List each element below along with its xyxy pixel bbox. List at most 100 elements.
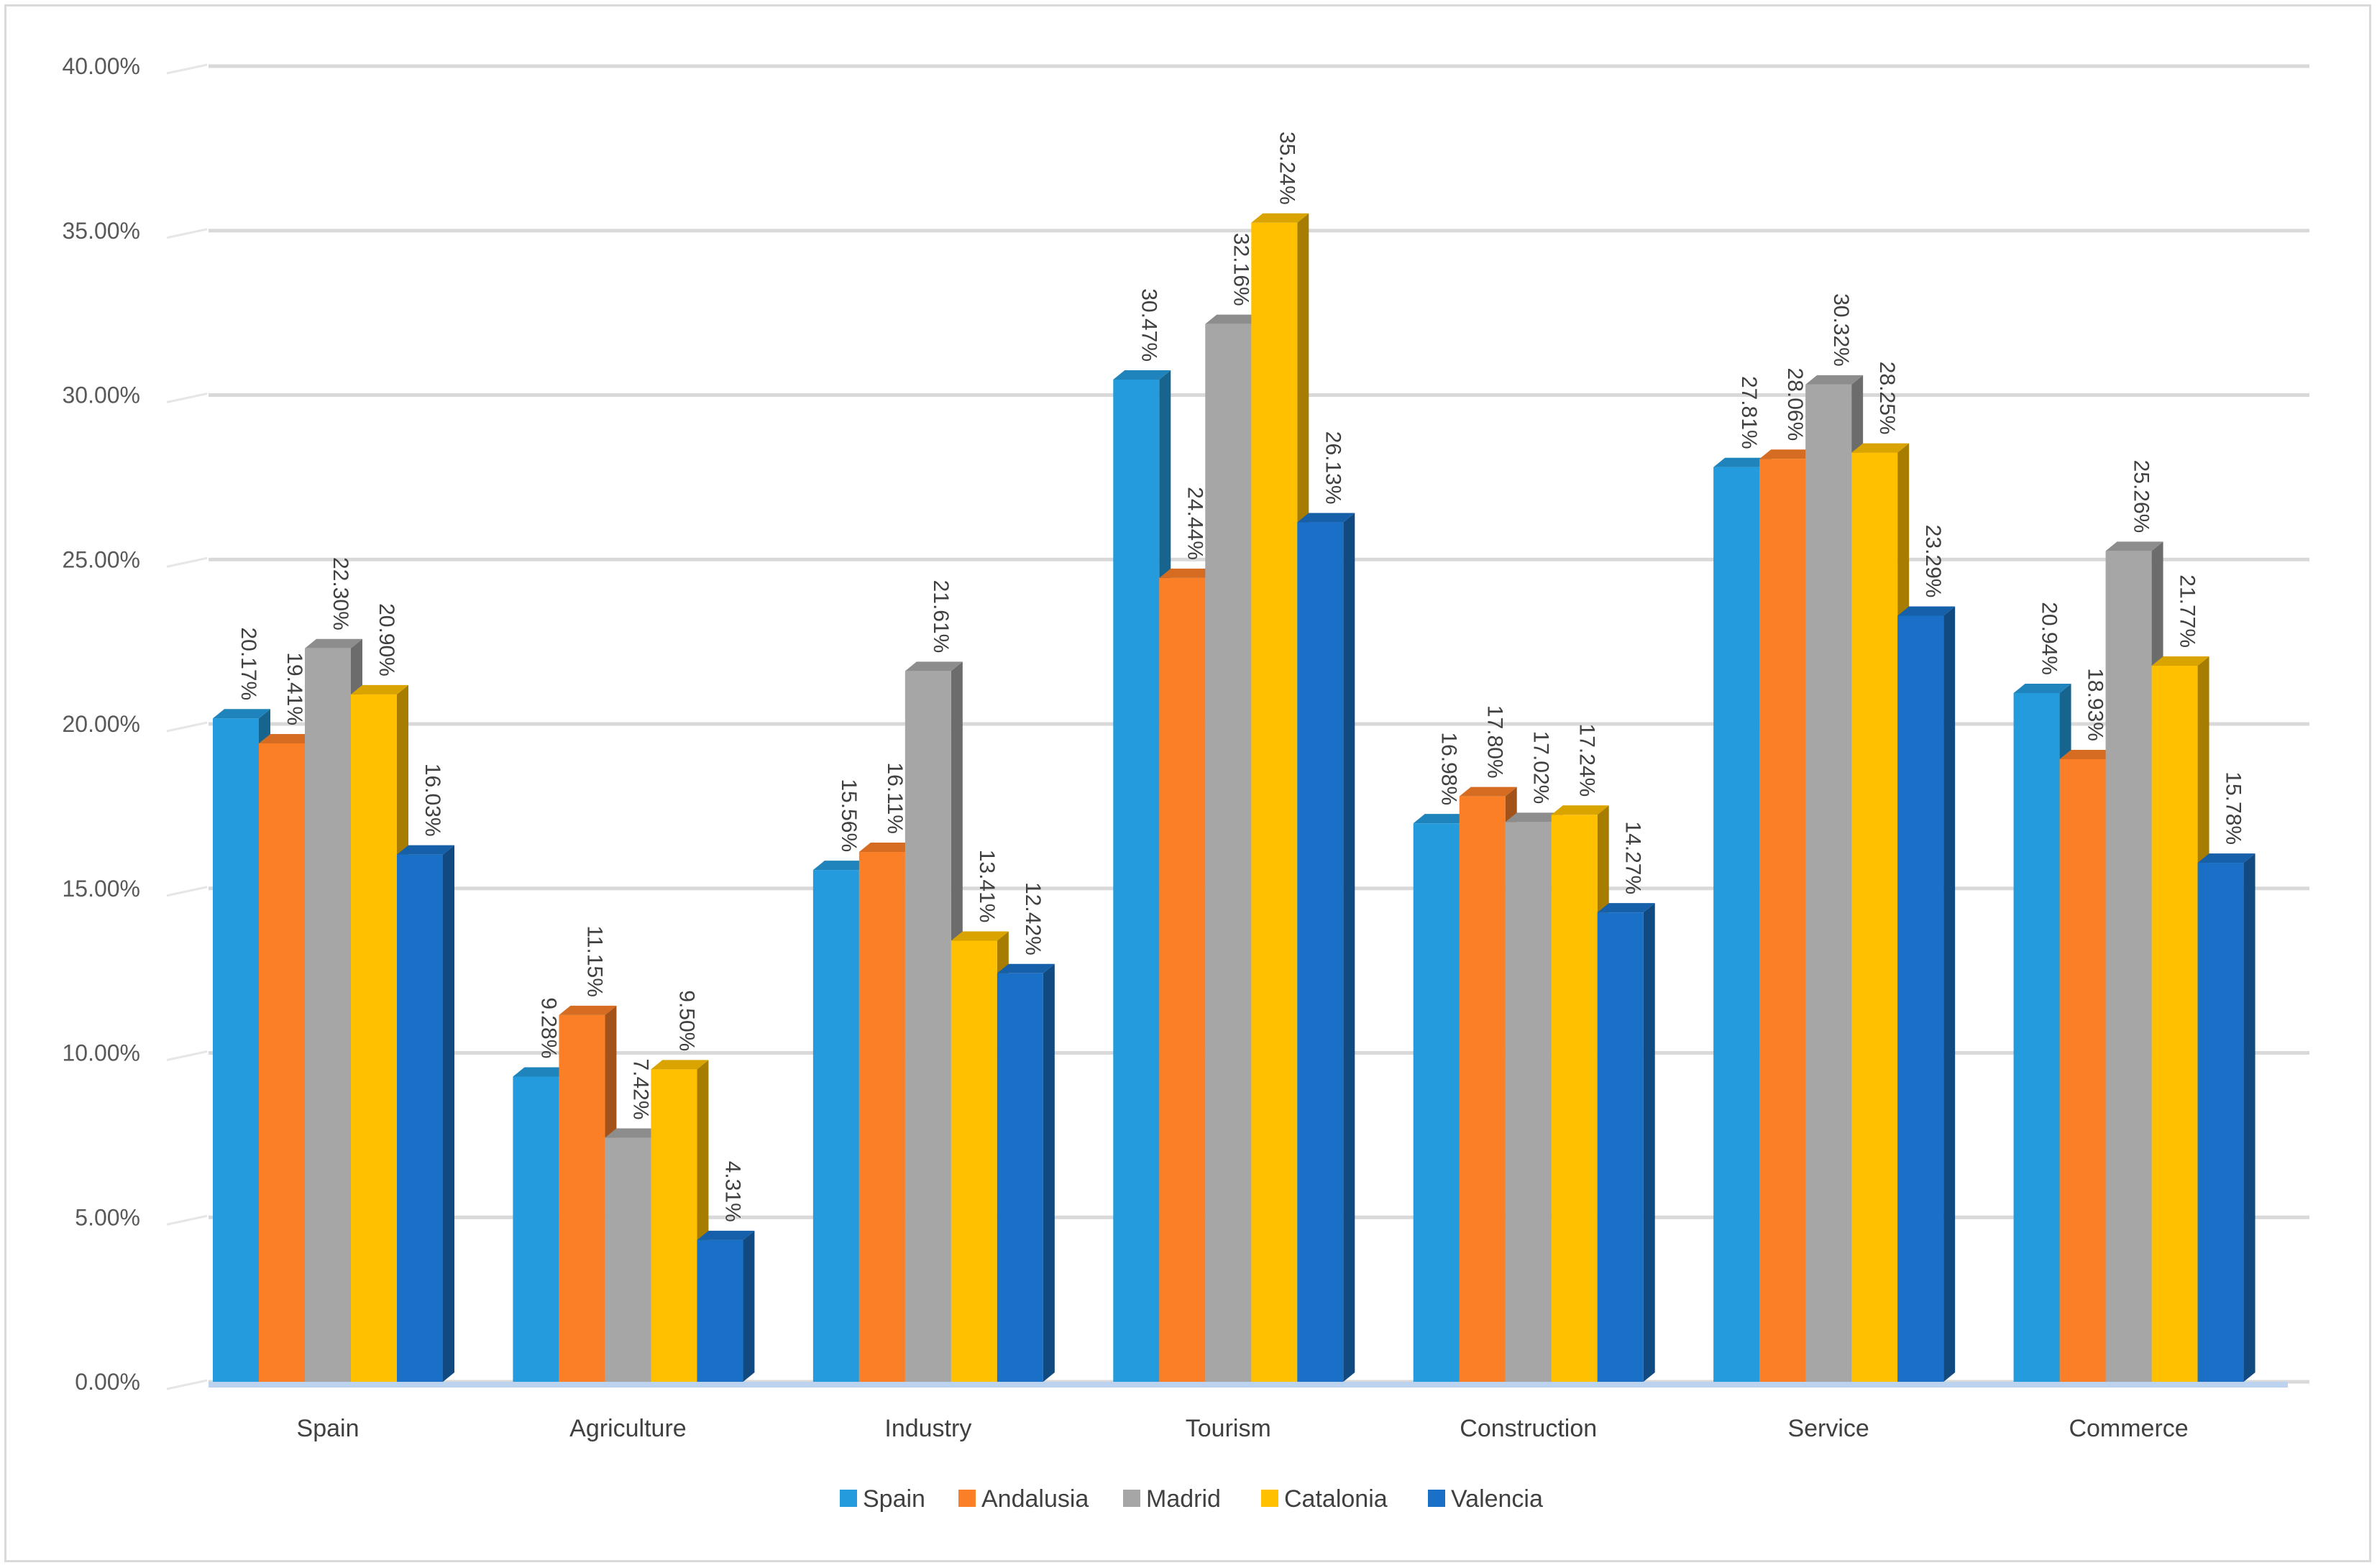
data-label: 13.41% bbox=[975, 850, 999, 923]
bar-top bbox=[1713, 457, 1772, 467]
bar-top bbox=[1805, 375, 1864, 385]
bar-front bbox=[997, 973, 1043, 1382]
bar-top bbox=[1113, 370, 1171, 380]
bar-top bbox=[1897, 606, 1956, 616]
data-label: 23.29% bbox=[1921, 525, 1945, 598]
legend-swatch bbox=[1428, 1490, 1445, 1507]
bar-top bbox=[1459, 787, 1517, 797]
bar-top bbox=[213, 709, 270, 719]
bar-front bbox=[858, 851, 905, 1382]
bar-top bbox=[1159, 568, 1217, 578]
bar-front bbox=[605, 1137, 651, 1382]
legend-item-andalusia: Andalusia bbox=[958, 1485, 1089, 1513]
x-category-label: Spain bbox=[297, 1415, 359, 1442]
bar-top bbox=[1505, 812, 1563, 822]
data-label: 26.13% bbox=[1321, 431, 1345, 505]
bar-top bbox=[1297, 513, 1355, 523]
bar-catalonia-spain bbox=[351, 684, 408, 1382]
y-tick-label: 15.00% bbox=[62, 876, 140, 902]
bar-top bbox=[1251, 213, 1309, 223]
bar-front bbox=[2013, 692, 2060, 1382]
gridline-depth bbox=[166, 393, 208, 403]
bar-top bbox=[1551, 805, 1609, 815]
gridline-depth bbox=[166, 1214, 208, 1226]
bar-top bbox=[2105, 541, 2163, 551]
y-axis-ticks: 0.00% 5.00% 10.00% 15.00% 20.00% 25.00% 30.00%… bbox=[62, 53, 140, 1395]
data-label: 9.50% bbox=[674, 990, 698, 1051]
y-tick-label: 20.00% bbox=[62, 711, 140, 737]
x-category-label: Agriculture bbox=[569, 1415, 687, 1442]
gridline-depth bbox=[166, 886, 208, 897]
bar-top bbox=[1413, 814, 1471, 824]
data-label: 28.25% bbox=[1875, 362, 1899, 435]
y-tick-label: 10.00% bbox=[62, 1040, 140, 1066]
data-label: 21.61% bbox=[929, 580, 953, 654]
bar-top bbox=[397, 845, 454, 855]
data-label: 15.56% bbox=[837, 779, 861, 852]
bar-valencia-tourism bbox=[1297, 513, 1355, 1382]
bar-front bbox=[1759, 459, 1806, 1382]
bar-top bbox=[2151, 656, 2209, 666]
data-label: 11.15% bbox=[582, 925, 606, 997]
bar-side bbox=[743, 1230, 755, 1382]
data-label: 20.94% bbox=[2038, 602, 2061, 675]
bar-top bbox=[351, 684, 408, 694]
legend-swatch bbox=[1123, 1490, 1140, 1507]
bar-front bbox=[1459, 796, 1506, 1382]
legend-item-valencia: Valencia bbox=[1428, 1485, 1543, 1513]
legend-swatch bbox=[1261, 1490, 1278, 1507]
bar-front bbox=[1251, 222, 1298, 1382]
y-tick-label: 25.00% bbox=[62, 546, 140, 572]
legend-label: Valencia bbox=[1451, 1485, 1543, 1513]
bar-top bbox=[305, 638, 362, 648]
bar-front bbox=[1805, 384, 1852, 1382]
data-label: 17.80% bbox=[1483, 705, 1507, 779]
bar-top bbox=[1205, 314, 1263, 324]
bar-top bbox=[1759, 449, 1818, 459]
bar-front bbox=[1505, 822, 1552, 1382]
data-label: 17.24% bbox=[1575, 724, 1599, 797]
bar-side bbox=[1643, 903, 1655, 1382]
data-label: 16.03% bbox=[421, 764, 444, 837]
legend-label: Madrid bbox=[1146, 1485, 1221, 1513]
bar-top bbox=[2013, 683, 2071, 693]
bar-valencia-commerce bbox=[2197, 853, 2255, 1382]
legend-item-catalonia: Catalonia bbox=[1261, 1485, 1388, 1513]
data-label: 16.11% bbox=[883, 762, 907, 834]
data-label: 20.17% bbox=[237, 627, 260, 700]
bar-front bbox=[951, 940, 997, 1382]
bar-front bbox=[904, 671, 951, 1382]
bar-top bbox=[259, 733, 316, 743]
bar-front bbox=[1113, 379, 1160, 1382]
data-label: 20.90% bbox=[375, 603, 398, 677]
data-label: 28.06% bbox=[1783, 368, 1807, 441]
x-category-label: Industry bbox=[884, 1415, 971, 1442]
bar-front bbox=[1159, 577, 1206, 1382]
legend: Spain Andalusia Madrid Catalonia Valencia bbox=[840, 1485, 1543, 1513]
data-label: 7.42% bbox=[628, 1058, 652, 1119]
bar-front bbox=[2197, 863, 2244, 1382]
bar-front bbox=[1713, 467, 1760, 1382]
data-label: 12.42% bbox=[1021, 882, 1045, 955]
x-axis-categories: Spain Agriculture Industry Tourism Construct… bbox=[297, 1415, 2189, 1442]
bar-side bbox=[1943, 606, 1956, 1383]
y-tick-label: 0.00% bbox=[75, 1369, 140, 1395]
data-label: 15.78% bbox=[2222, 771, 2245, 845]
data-label: 30.47% bbox=[1137, 288, 1160, 362]
gridline-depth bbox=[166, 1379, 208, 1390]
bar-valencia-agriculture bbox=[697, 1230, 755, 1382]
y-tick-label: 40.00% bbox=[62, 53, 140, 79]
bar-front bbox=[1897, 615, 1944, 1383]
legend-swatch bbox=[840, 1490, 857, 1507]
bar-top bbox=[1597, 903, 1655, 913]
bar-front bbox=[1597, 912, 1644, 1382]
bar-front bbox=[259, 743, 305, 1382]
bar-front bbox=[2105, 551, 2152, 1382]
chart-floor bbox=[209, 1382, 2288, 1388]
data-label: 24.44% bbox=[1183, 487, 1206, 560]
gridline-depth bbox=[166, 228, 208, 239]
bar-valencia-construction bbox=[1597, 903, 1655, 1382]
bar-top bbox=[858, 842, 917, 852]
bar-front bbox=[2151, 666, 2198, 1382]
